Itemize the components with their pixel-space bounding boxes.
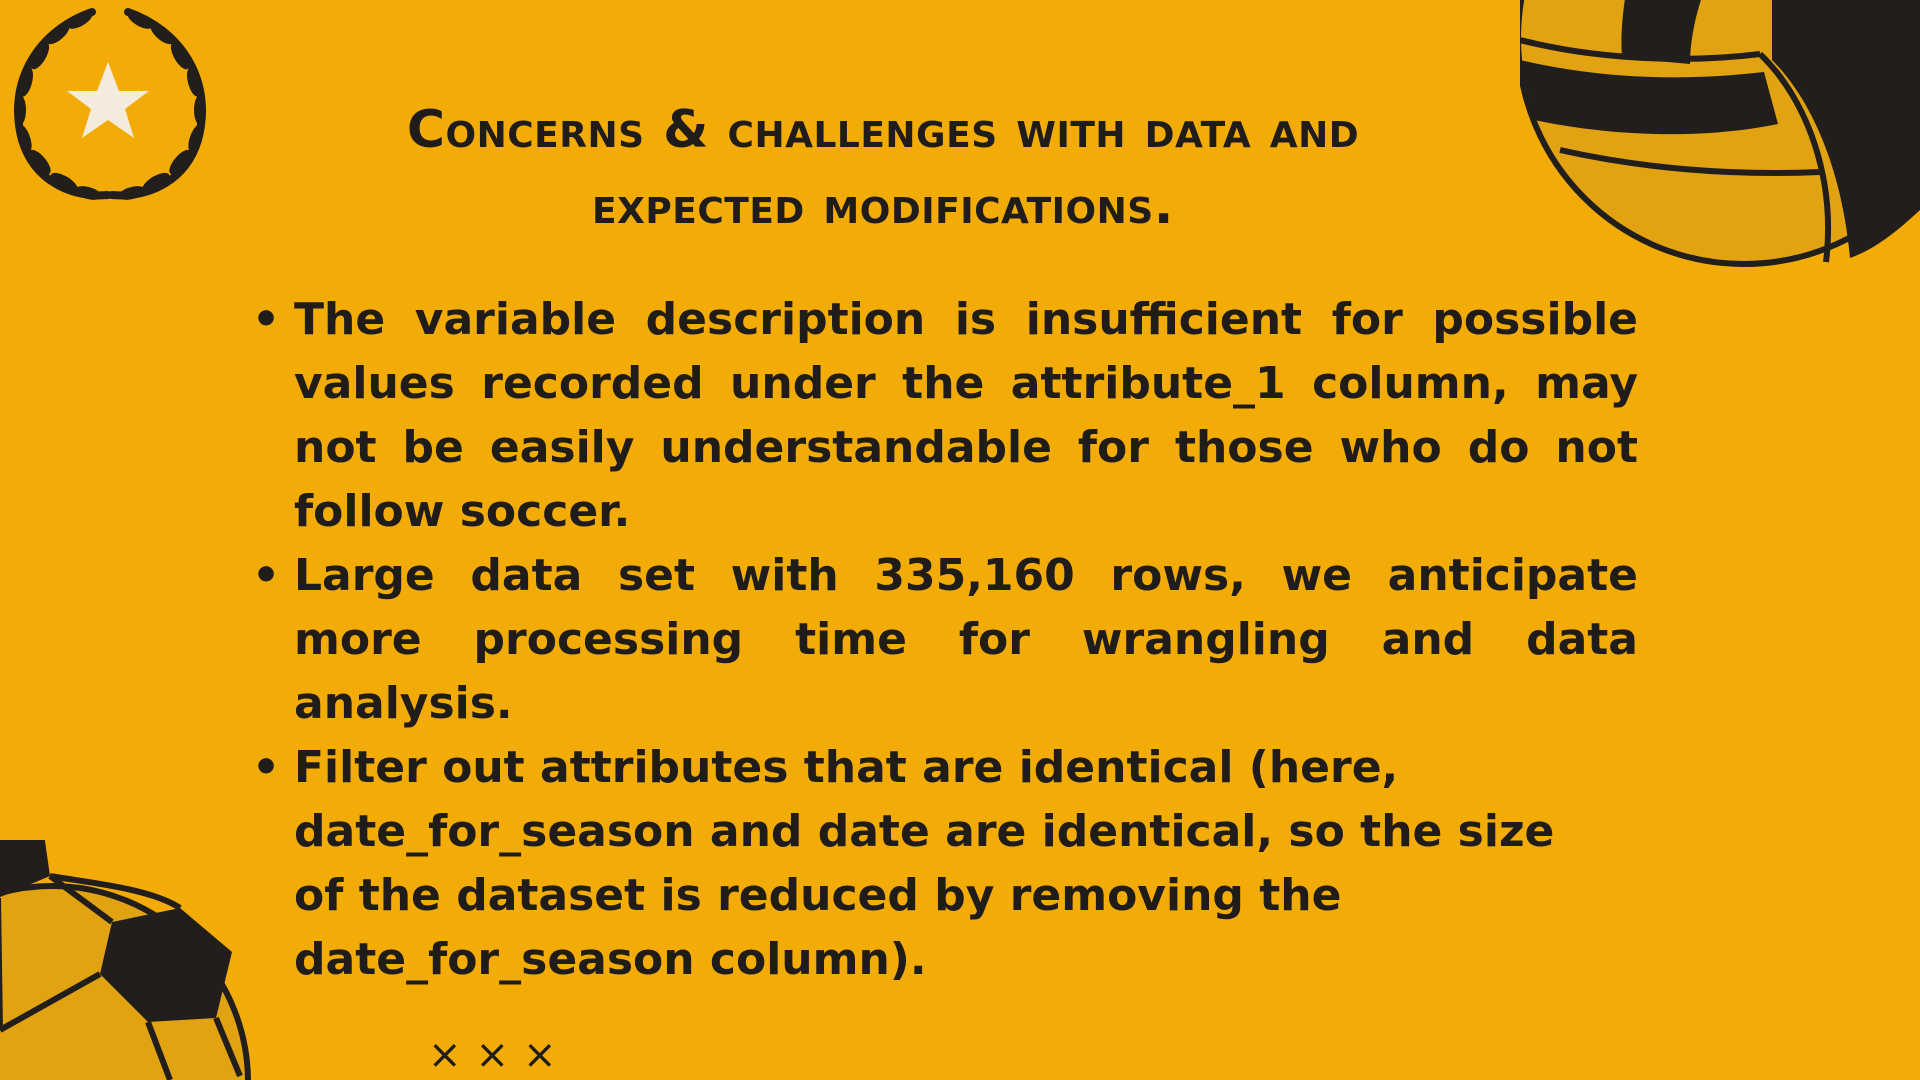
bullet-item-filter-attributes: Filter out attributes that are identical…: [252, 736, 1584, 992]
laurel-wreath-star-icon: [14, 8, 206, 200]
bullet-item-large-dataset: Large data set with 335,160 rows, we ant…: [252, 544, 1638, 736]
bullet-list: The variable description is insufficient…: [252, 288, 1638, 992]
volleyball-icon: [1520, 0, 1920, 267]
soccer-ball-icon: [0, 840, 251, 1080]
slide-title: Concerns & challenges with data and expe…: [406, 100, 1360, 236]
footer-x-marks: ×××: [428, 1032, 571, 1078]
bullet-item-variable-description: The variable description is insufficient…: [252, 288, 1638, 544]
